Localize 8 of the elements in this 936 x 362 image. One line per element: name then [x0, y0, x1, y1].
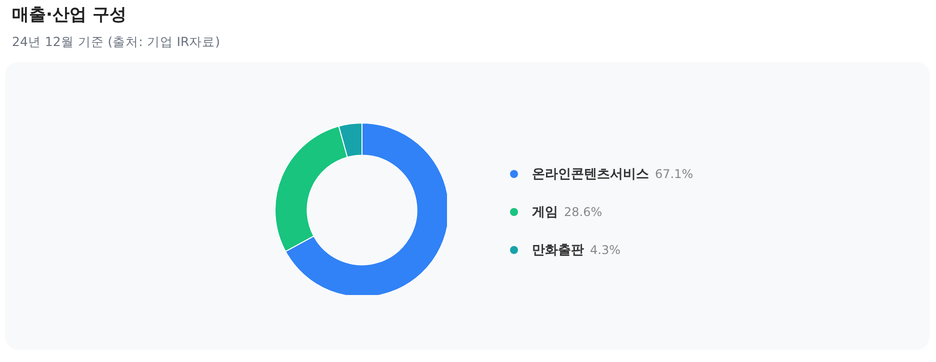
legend-label: 만화출판 — [532, 242, 584, 259]
text: 매출·산업 구성 — [12, 4, 126, 26]
legend-label: 게임 — [532, 204, 558, 221]
data-label: 28.6% — [564, 205, 602, 219]
data-label: 67.1% — [655, 167, 694, 181]
legend-label: 온라인콘텐츠서비스 — [532, 166, 649, 183]
data-label: 4.3% — [590, 243, 620, 257]
text: 24년 12월 기준 (출처: 기업 IR자료) — [12, 34, 220, 51]
